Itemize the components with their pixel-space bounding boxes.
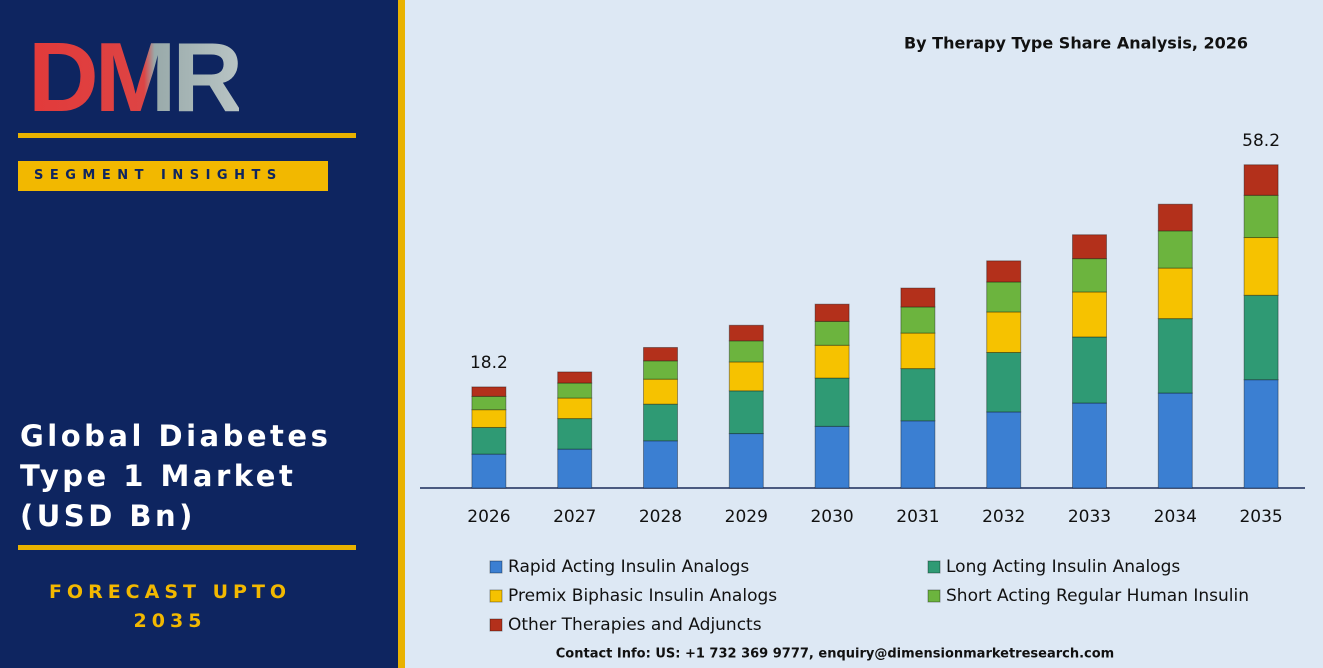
bar-segment: [471, 453, 507, 489]
sidebar: [0, 0, 398, 668]
bar-segment: [728, 340, 764, 363]
x-tick-label: 2032: [982, 507, 1025, 527]
bar-segment: [557, 418, 593, 450]
bar-segment: [643, 360, 678, 380]
bar-segment: [728, 361, 764, 392]
logo: DMR: [28, 22, 243, 132]
chart-title: By Therapy Type Share Analysis, 2026: [904, 34, 1248, 53]
total-label: 58.2: [1242, 131, 1280, 151]
bar-segment: [471, 409, 507, 428]
bar-segment: [471, 426, 507, 455]
bar-segment: [643, 346, 678, 362]
bar-segment: [1072, 258, 1107, 293]
market-heading: Global Diabetes Type 1 Market (USD Bn): [20, 419, 332, 533]
bar-segment: [1243, 379, 1279, 489]
bar-segment: [1243, 194, 1279, 239]
bar-segment: [900, 420, 936, 489]
legend-swatch: [927, 560, 941, 574]
x-tick-label: 2035: [1239, 507, 1282, 527]
bar-segment: [900, 306, 936, 334]
bar-segment: [1243, 237, 1279, 296]
bar-segment: [814, 377, 850, 427]
separator: [398, 0, 405, 668]
bar-segment: [814, 344, 850, 379]
legend-label: Other Therapies and Adjuncts: [508, 615, 762, 635]
bar-segment: [557, 448, 593, 489]
total-label: 18.2: [470, 353, 508, 373]
bar-segment: [1072, 291, 1107, 338]
divider: [18, 545, 356, 550]
bar-segment: [1157, 203, 1193, 232]
bar-segment: [1072, 402, 1107, 489]
x-tick-label: 2030: [810, 507, 853, 527]
x-tick-label: 2029: [725, 507, 768, 527]
x-tick-label: 2028: [639, 507, 682, 527]
bar-segment: [1157, 318, 1193, 394]
bar-segment: [557, 397, 593, 420]
bar-segment: [986, 311, 1022, 353]
legend-label: Short Acting Regular Human Insulin: [946, 586, 1249, 606]
footer: Contact Info: US: +1 732 369 9777, enqui…: [556, 647, 1114, 662]
bar-segment: [814, 425, 850, 489]
bar-segment: [1157, 267, 1193, 320]
bar-segment: [557, 371, 593, 384]
bar-segment: [986, 411, 1022, 489]
legend-swatch: [927, 589, 941, 603]
x-tick-label: 2033: [1068, 507, 1111, 527]
bar-segment: [471, 386, 507, 397]
bar-segment: [1157, 392, 1193, 489]
legend-swatch: [489, 560, 503, 574]
segment-tag: SEGMENT INSIGHTS: [18, 161, 328, 191]
bar-segment: [814, 303, 850, 322]
bar-segment: [900, 332, 936, 370]
legend-label: Long Acting Insulin Analogs: [946, 557, 1180, 577]
bar-segment: [1243, 164, 1279, 196]
bar-segment: [814, 320, 850, 346]
x-tick-label: 2034: [1154, 507, 1197, 527]
bar-segment: [471, 395, 507, 411]
bar-segment: [728, 390, 764, 435]
legend-swatch: [489, 589, 503, 603]
bar-segment: [1157, 230, 1193, 269]
legend-swatch: [489, 618, 503, 632]
x-tick-label: 2026: [467, 507, 510, 527]
legend-label: Premix Biphasic Insulin Analogs: [508, 586, 777, 606]
legend-label: Rapid Acting Insulin Analogs: [508, 557, 749, 577]
bar-segment: [643, 378, 678, 405]
bar-segment: [557, 382, 593, 399]
forecast-label: FORECAST UPTO 2035: [48, 581, 292, 632]
bar-segment: [643, 403, 678, 442]
bar-segment: [1072, 336, 1107, 404]
bar-segment: [986, 260, 1022, 283]
bar-segment: [728, 433, 764, 489]
divider: [18, 133, 356, 138]
x-tick-label: 2031: [896, 507, 939, 527]
bar-segment: [643, 440, 678, 489]
bar-segment: [986, 281, 1022, 313]
bar-segment: [986, 351, 1022, 413]
bar-segment: [1243, 294, 1279, 381]
bar-segment: [1072, 234, 1107, 260]
x-tick-label: 2027: [553, 507, 596, 527]
bar-segment: [728, 324, 764, 342]
bar-segment: [900, 368, 936, 422]
bar-segment: [900, 287, 936, 308]
